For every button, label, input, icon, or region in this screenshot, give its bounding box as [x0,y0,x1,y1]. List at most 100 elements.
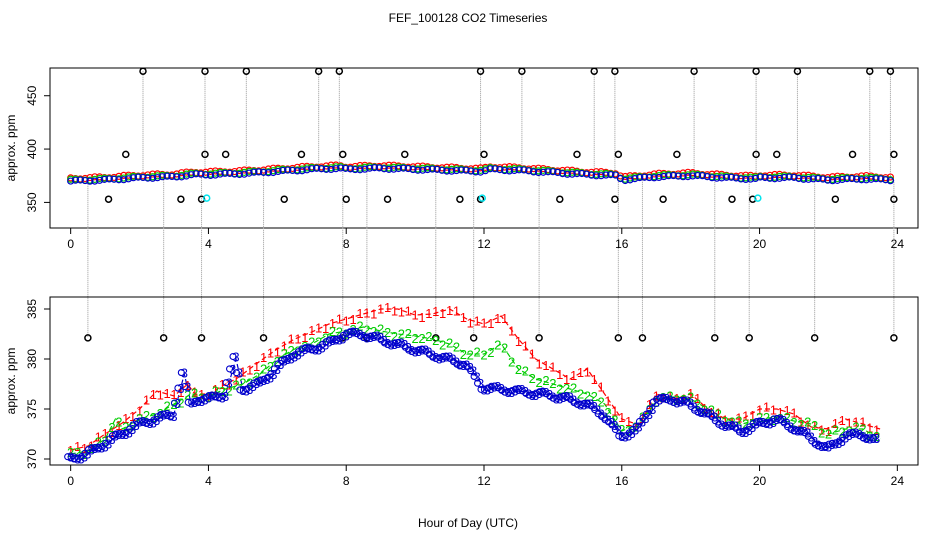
top-series-3-point [293,167,301,175]
bottom-series-1-mark: 1 [239,365,246,380]
bottom-series-1-mark: 1 [763,400,770,415]
top-flag-point [638,334,647,342]
top-series-1-point [327,161,335,169]
bottom-series-1-mark: 1 [666,389,673,404]
bottom-series-3-circle [298,345,306,353]
bottom-series-1-mark: 1 [825,424,832,439]
top-flag-point [401,150,409,159]
bottom-series-3-circle [84,446,92,454]
bottom-series-1-mark: 1 [432,304,439,319]
bottom-series-1-mark: 1 [67,443,74,458]
bottom-series-2-mark: 2 [391,329,398,344]
top-series-3-point [713,174,721,182]
bottom-series-3-circle [436,354,444,362]
bottom-series-2-mark: 2 [529,371,536,386]
top-series-3-point [231,170,239,178]
bottom-series-1-mark: 1 [260,350,267,365]
top-flag-point [197,334,206,342]
bottom-series-3-circle [556,393,564,401]
bottom-series-1-mark: 1 [687,386,694,401]
top-series-3-point [476,168,485,176]
bottom-series-3-circle [418,345,426,354]
bottom-series-1-mark: 1 [618,410,625,425]
bottom-series-1-mark: 1 [391,304,398,319]
top-x-tick-label: 4 [205,237,212,251]
top-series-3-point [703,173,711,181]
top-series-3-point [235,170,244,179]
top-series-3-point [486,165,494,173]
top-series-3-point [423,165,432,174]
bottom-series-1-mark: 1 [832,416,839,431]
bottom-series-2-mark: 2 [473,345,480,360]
bottom-series-3-circle [91,444,99,452]
bottom-series-3-circle [343,329,351,337]
bottom-series-3-circle [363,333,371,341]
top-flag-point [104,195,113,203]
bottom-series-2-mark: 2 [81,447,88,462]
top-series-3-point [221,169,229,177]
bottom-series-3-circle [632,423,640,431]
top-series-3-point [438,166,446,174]
bottom-series-3-circle [749,419,757,428]
bottom-series-1-mark: 1 [515,334,522,349]
bottom-series-3-circle [708,413,716,421]
top-series-3-point [240,170,248,178]
bottom-series-3-circle [108,432,116,440]
top-series-1-point [655,169,663,177]
bottom-series-3-circle [811,440,819,448]
top-series-1-point [120,171,128,179]
bottom-series-2-mark: 2 [501,341,508,356]
bottom-series-3-circle [260,375,268,383]
bottom-series-3-circle [508,387,516,395]
top-series-3-point [669,171,678,180]
bottom-series-1-mark: 1 [467,315,474,330]
bottom-y-axis-label: approx. ppm [4,348,18,415]
top-flag-point [793,67,802,75]
top-flag-point [297,150,306,159]
bottom-series-2-mark: 2 [818,425,825,440]
bottom-series-3-circle [277,357,285,365]
bottom-series-3-circle [484,384,492,392]
bottom-series-2-mark: 2 [74,445,81,460]
bottom-series-1-mark: 1 [322,321,329,336]
bottom-series-3-circle [160,410,168,418]
bottom-series-3-circle [281,355,289,363]
bottom-series-3-circle [387,340,395,348]
top-flag-point [280,195,288,203]
bottom-series-1-mark: 1 [384,300,391,315]
bottom-series-3-circle [391,339,399,347]
bottom-series-3-circle [818,442,826,450]
top-flag-point [159,334,168,342]
top-series-3-point [163,172,171,180]
bottom-series-3-circle [239,386,247,394]
bottom-series-3-circle [308,345,316,354]
top-series-3-point [800,175,808,183]
top-series-3-point [780,173,788,182]
bottom-series-2-mark: 2 [763,410,770,425]
bottom-series-3-circle [439,352,447,361]
bottom-series-1-mark: 1 [88,438,95,453]
top-flag-point [614,150,623,159]
bottom-series-3-circle [694,408,702,416]
bottom-series-1-mark: 1 [315,321,322,336]
top-series-3-point [399,164,407,172]
bottom-series-1-mark: 1 [597,380,604,395]
top-series-3-point [187,171,195,179]
bottom-series-3-circle [71,455,79,463]
bottom-series-1-mark: 1 [742,408,749,423]
bottom-series-3-circle [763,419,771,428]
top-series-1-point [269,164,277,172]
top-series-3-point [833,176,842,184]
top-series-3-point [452,166,461,175]
bottom-series-1-mark: 1 [728,414,735,429]
bottom-series-2-mark: 2 [67,445,74,460]
top-series-3-point [684,172,692,181]
bottom-series-3-circle [846,429,854,437]
bottom-series-3-circle [828,439,836,447]
bottom-series-1-mark: 1 [701,401,708,416]
top-series-3-point [877,175,885,183]
bottom-x-tick-label: 12 [477,474,491,488]
top-series-1-point [177,169,186,177]
top-series-3-point [351,165,359,174]
